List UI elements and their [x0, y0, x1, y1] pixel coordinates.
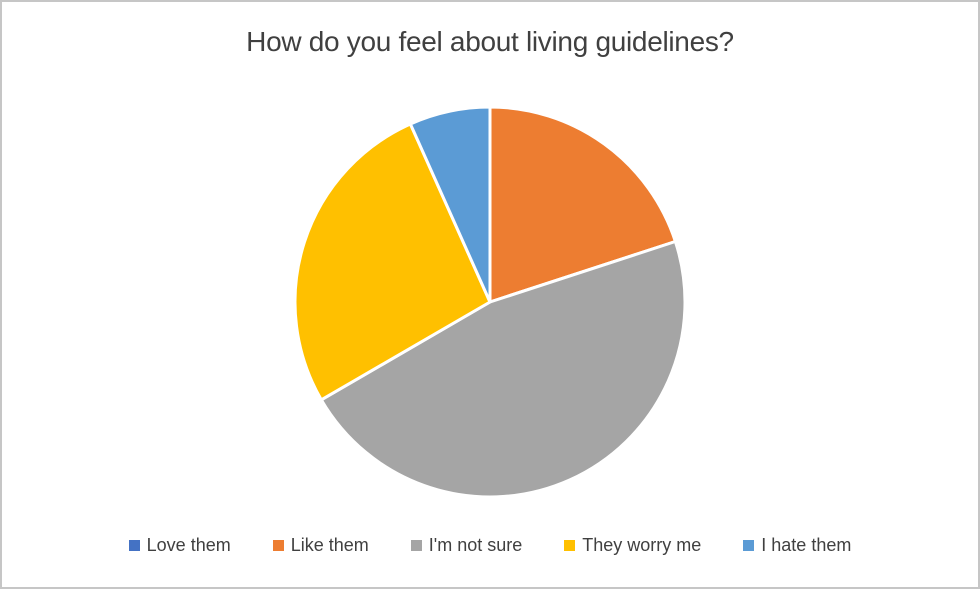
legend-item-like-them: Like them: [272, 535, 369, 556]
legend-swatch-icon: [272, 540, 284, 551]
legend-label: I hate them: [761, 535, 852, 555]
pie-slice-they-worry-me: [293, 122, 492, 402]
legend-swatch-icon: [564, 540, 576, 551]
legend-item-they-worry-me: They worry me: [564, 535, 701, 556]
legend-item-love-them: Love them: [128, 535, 231, 556]
legend-label: They worry me: [582, 535, 702, 555]
legend-swatch-icon: [128, 540, 140, 551]
pie-slice-i-m-not-sure: [319, 240, 687, 499]
legend-swatch-icon: [743, 540, 755, 551]
legend-label: I'm not sure: [428, 535, 523, 555]
legend-label: Like them: [290, 535, 369, 555]
pie-chart: [293, 105, 687, 499]
legend-label: Love them: [146, 535, 231, 555]
chart-legend: Love them Like them I'm not sure They worry…: [2, 535, 978, 556]
legend-swatch-icon: [410, 540, 422, 551]
legend-item-i-hate-them: I hate them: [743, 535, 851, 556]
pie-plot-area: [290, 102, 690, 502]
pie-slice-like-them: [488, 105, 677, 304]
chart-title: How do you feel about living guidelines?: [246, 26, 734, 57]
legend-item-i-m-not-sure: I'm not sure: [410, 535, 523, 556]
pie-slice-i-hate-them: [408, 105, 492, 304]
